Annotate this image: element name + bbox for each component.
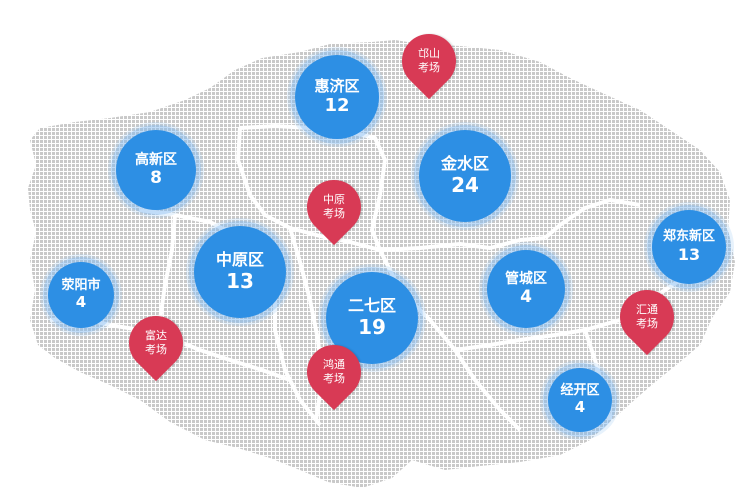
district-jingkai[interactable]: 经开区 4 — [548, 368, 612, 432]
pin-label-line2: 考场 — [636, 317, 658, 330]
district-guancheng[interactable]: 管城区 4 — [487, 250, 565, 328]
pin-label: 汇通 考场 — [620, 290, 674, 344]
district-count: 24 — [451, 173, 479, 198]
district-name: 荥阳市 — [61, 277, 101, 293]
district-name: 高新区 — [135, 151, 177, 168]
exam-site-pin-huitong[interactable]: 汇通 考场 — [608, 278, 686, 356]
district-count: 13 — [226, 269, 254, 294]
district-zhengdong[interactable]: 郑东新区 13 — [652, 210, 726, 284]
district-name: 金水区 — [440, 153, 489, 173]
city-region-shape — [28, 40, 735, 488]
exam-site-pin-hongtong[interactable]: 鸿通 考场 — [295, 333, 373, 411]
pin-label-line1: 邙山 — [418, 46, 440, 60]
district-name: 管城区 — [505, 270, 547, 287]
pin-label-line1: 中原 — [323, 192, 345, 206]
exam-site-pin-fuda[interactable]: 富达 考场 — [117, 304, 195, 382]
exam-site-pin-qiushan[interactable]: 邙山 考场 — [390, 22, 468, 100]
pin-label-line1: 鸿通 — [323, 357, 345, 371]
district-jinshui[interactable]: 金水区 24 — [419, 130, 511, 222]
pin-label-line2: 考场 — [323, 207, 345, 220]
district-name: 惠济区 — [314, 76, 360, 95]
pin-label: 中原 考场 — [307, 180, 361, 234]
district-count: 13 — [677, 244, 701, 264]
pin-label: 邙山 考场 — [402, 34, 456, 88]
pin-label: 鸿通 考场 — [307, 345, 361, 399]
pin-label-line1: 富达 — [145, 328, 167, 342]
district-xingyang[interactable]: 荥阳市 4 — [48, 262, 114, 328]
district-count: 4 — [520, 286, 532, 307]
district-name: 中原区 — [215, 249, 264, 269]
district-count: 4 — [75, 293, 87, 312]
district-count: 12 — [324, 94, 350, 116]
pin-label-line2: 考场 — [418, 61, 440, 74]
pin-label-line2: 考场 — [323, 372, 345, 385]
district-name: 郑东新区 — [662, 228, 715, 244]
exam-site-pin-zhongyuan[interactable]: 中原 考场 — [295, 168, 373, 246]
district-huiji[interactable]: 惠济区 12 — [295, 55, 379, 139]
pin-label: 富达 考场 — [129, 316, 183, 370]
district-count: 4 — [574, 398, 586, 417]
district-count: 8 — [150, 167, 162, 188]
district-gaoxin[interactable]: 高新区 8 — [116, 130, 196, 210]
district-name: 经开区 — [560, 382, 600, 398]
pin-label-line1: 汇通 — [636, 302, 658, 316]
district-zhongyuan[interactable]: 中原区 13 — [194, 226, 286, 318]
pin-label-line2: 考场 — [145, 343, 167, 356]
district-name: 二七区 — [347, 295, 396, 315]
district-count: 19 — [358, 315, 386, 340]
